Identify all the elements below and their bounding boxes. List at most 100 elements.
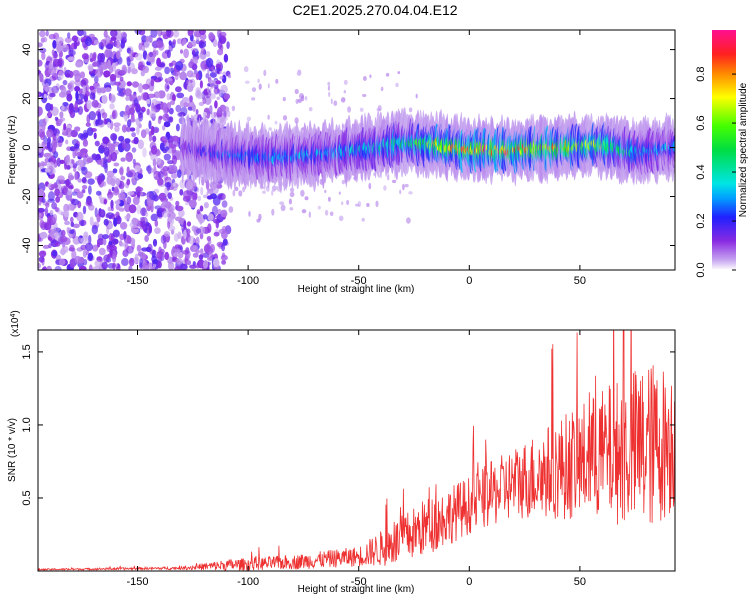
x-tick-label: -100 [237,576,259,588]
noise-speckle [140,216,148,225]
noise-speckle [188,235,195,245]
noise-speckle [171,145,176,154]
noise-speckle [156,209,163,218]
noise-speckle [38,70,42,75]
noise-speckle [82,205,87,215]
noise-speckle [172,94,176,102]
noise-speckle [218,228,227,234]
noise-speckle [68,229,75,235]
noise-speckle [55,36,64,45]
noise-speckle [107,59,111,70]
noise-speckle [103,198,108,205]
noise-speckle [134,30,143,35]
noise-speckle [52,39,57,49]
noise-speckle [63,203,70,213]
noise-speckle [212,69,217,73]
noise-speckle [178,209,185,218]
noise-speckle [220,37,226,45]
noise-speckle [151,145,158,155]
noise-speckle [47,198,55,203]
noise-speckle [166,93,171,101]
noise-speckle [60,185,68,195]
noise-speckle [89,85,95,91]
noise-speckle [152,238,158,247]
noise-speckle [49,229,58,239]
noise-speckle [404,183,409,188]
noise-speckle [137,95,142,101]
noise-speckle [156,57,162,67]
noise-speckle [182,250,190,255]
noise-speckle [195,228,202,234]
noise-speckle [138,83,143,93]
noise-speckle [103,218,109,226]
noise-speckle [267,83,270,89]
noise-speckle [90,72,96,78]
noise-speckle [172,182,176,187]
noise-speckle [88,264,93,270]
noise-speckle [123,230,127,240]
noise-speckle [162,125,166,131]
noise-speckle [131,147,137,153]
noise-speckle [176,38,183,45]
noise-speckle [385,72,390,77]
noise-speckle [129,222,134,228]
noise-speckle [369,74,372,79]
noise-speckle [101,261,109,270]
noise-speckle [289,207,294,211]
spectrogram-x-axis-label: Height of straight line (km) [298,284,415,295]
noise-speckle [212,183,217,190]
noise-speckle [188,81,191,87]
noise-speckle [48,165,54,176]
noise-speckle [126,178,131,186]
noise-speckle [110,199,114,209]
noise-speckle [38,212,42,219]
noise-speckle [219,70,223,75]
noise-speckle [128,107,135,115]
snr-frame [37,329,676,572]
noise-speckle [223,93,231,100]
noise-speckle [157,260,162,269]
noise-speckle [208,91,211,98]
noise-speckle [107,206,112,212]
noise-speckle [279,201,285,205]
noise-speckle [86,157,94,163]
noise-speckle [72,163,78,169]
noise-speckle [42,265,47,270]
noise-speckle [89,92,96,100]
noise-speckle [88,185,92,195]
noise-speckle [101,112,108,119]
y-tick-label: 0.5 [21,490,33,505]
noise-speckle [81,53,89,60]
noise-speckle [198,30,206,35]
noise-speckle [162,200,167,206]
noise-speckle [38,207,45,213]
noise-speckle [205,73,210,79]
noise-speckle [152,135,157,142]
noise-speckle [147,93,156,99]
noise-speckle [168,107,174,115]
noise-speckle [324,209,329,216]
noise-speckle [213,231,220,237]
noise-speckle [110,30,118,38]
noise-speckle [231,105,236,112]
noise-speckle [199,80,203,89]
colorbar-tick-label: 0.4 [695,164,707,179]
noise-speckle [203,244,211,254]
noise-speckle [355,203,360,207]
noise-speckle [94,259,102,267]
noise-speckle [160,102,168,111]
noise-speckle [154,227,161,235]
noise-speckle [206,191,209,196]
noise-speckle [48,33,56,40]
noise-speckle [85,36,92,47]
noise-speckle [45,102,52,112]
noise-speckle [408,107,413,113]
noise-speckle [207,68,210,75]
noise-speckle [44,83,50,92]
noise-speckle [148,120,152,130]
noise-speckle [151,259,159,265]
noise-speckle [182,101,189,108]
noise-speckle [54,188,60,197]
noise-speckle [187,30,194,37]
noise-speckle [134,253,139,262]
